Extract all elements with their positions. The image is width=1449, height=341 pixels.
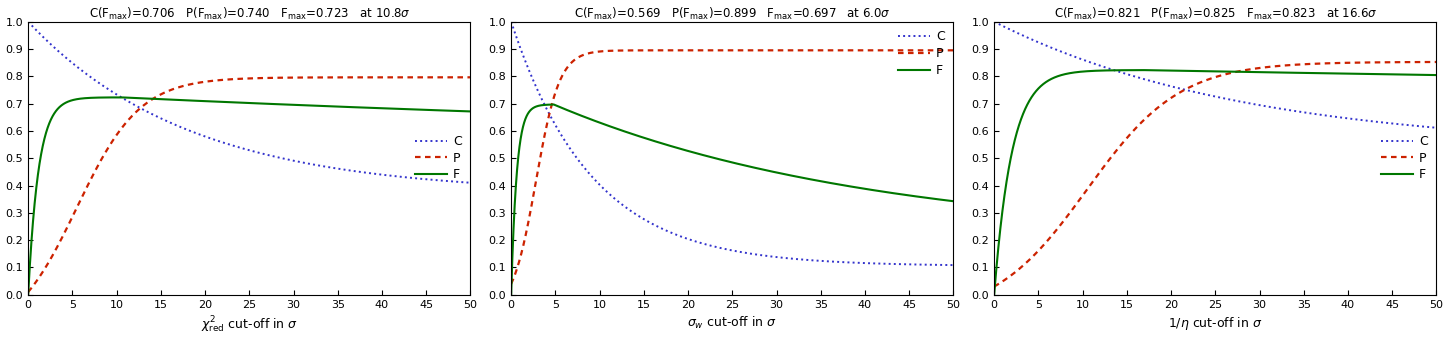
Line: P: P [511,50,953,284]
P [19,290,36,294]
Line: C: C [994,22,1436,128]
F [190,99,207,103]
P [936,48,953,53]
C [580,170,597,174]
F [503,293,520,297]
P [942,48,959,53]
F [113,95,130,100]
F [19,293,36,297]
F [406,107,423,112]
C [1174,87,1191,91]
C [936,263,953,267]
C [888,262,906,266]
C [691,241,709,245]
P [554,75,571,79]
P [70,202,87,206]
Line: F: F [28,98,471,295]
P [985,284,1003,288]
C [70,66,87,70]
F [1419,73,1436,77]
C [96,85,113,89]
F [1155,69,1172,73]
P [1062,209,1080,213]
C [1427,126,1445,130]
P [1419,60,1436,64]
Line: P: P [28,77,471,292]
F [985,293,1003,297]
P [96,151,113,155]
P [945,48,962,53]
C [985,20,1003,24]
P [1174,89,1191,93]
C [554,134,571,138]
Line: C: C [511,22,953,265]
F [691,152,709,156]
C [209,138,226,143]
F [936,198,953,202]
F [1372,72,1390,76]
P [1036,242,1053,246]
F [96,95,113,100]
F [945,199,962,203]
P [672,48,690,53]
C [672,234,690,238]
P [1155,101,1172,105]
P [406,75,423,79]
Title: C(F$_{\rm max}$)=0.821   P(F$_{\rm max}$)=0.825   F$_{\rm max}$=0.823   at 16.6$: C(F$_{\rm max}$)=0.821 P(F$_{\rm max}$)=… [1053,5,1377,22]
C [1062,53,1080,57]
X-axis label: 1/$\eta$ cut-off in $\sigma$: 1/$\eta$ cut-off in $\sigma$ [1168,315,1262,332]
Legend: C, P, F: C, P, F [413,133,464,184]
F [209,100,226,104]
F [1174,69,1191,73]
F [888,192,906,196]
F [462,109,480,114]
Legend: C, P, F: C, P, F [1379,133,1430,184]
Line: P: P [994,62,1436,286]
F [1036,81,1053,85]
P [503,282,520,286]
C [1419,125,1436,129]
Line: F: F [511,104,953,295]
P [691,48,709,53]
F [672,147,690,151]
P [188,81,206,85]
P [1427,60,1445,64]
P [209,78,226,83]
C [188,132,206,136]
P [580,51,597,56]
Title: C(F$_{\rm max}$)=0.569   P(F$_{\rm max}$)=0.899   F$_{\rm max}$=0.697   at 6.0$\: C(F$_{\rm max}$)=0.569 P(F$_{\rm max}$)=… [574,5,891,22]
P [1371,60,1388,64]
C [945,263,962,267]
C [454,180,471,184]
C [462,181,480,185]
X-axis label: $\sigma_w$ cut-off in $\sigma$: $\sigma_w$ cut-off in $\sigma$ [687,315,777,331]
F [554,106,571,110]
P [888,48,906,53]
C [1155,83,1172,87]
C [19,20,36,24]
F [454,109,471,113]
X-axis label: $\chi^2_{\rm red}$ cut-off in $\sigma$: $\chi^2_{\rm red}$ cut-off in $\sigma$ [201,315,298,336]
F [1062,71,1080,75]
F [1132,68,1149,72]
C [1036,43,1053,47]
Line: C: C [28,22,471,183]
F [70,97,87,101]
C [1371,120,1388,124]
F [545,102,562,106]
F [1427,73,1445,77]
F [580,116,597,120]
Title: C(F$_{\rm max}$)=0.706   P(F$_{\rm max}$)=0.740   F$_{\rm max}$=0.723   at 10.8$: C(F$_{\rm max}$)=0.706 P(F$_{\rm max}$)=… [88,5,410,22]
C [503,20,520,24]
P [462,75,480,79]
C [406,176,423,180]
Legend: C, P, F: C, P, F [895,28,948,79]
Line: F: F [994,70,1436,295]
P [454,75,471,79]
